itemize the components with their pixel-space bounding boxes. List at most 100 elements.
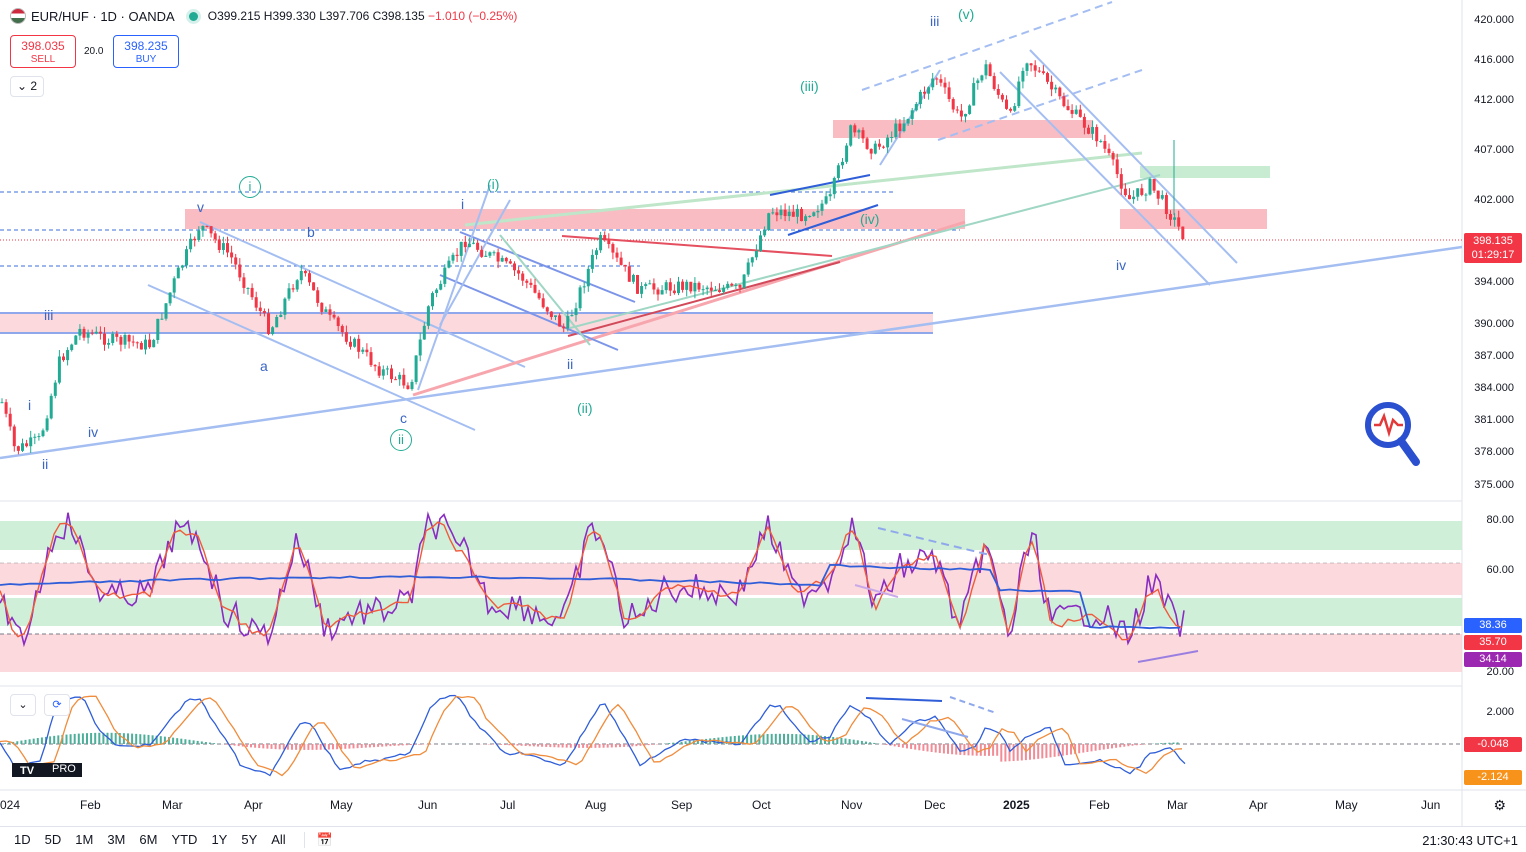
timeframe-button-1m[interactable]: 1M [75,832,93,847]
candle-body [132,342,135,343]
candle-body [271,327,274,334]
candle-body [111,334,114,343]
timeframe-button-5d[interactable]: 5D [45,832,62,847]
macd-refresh-button[interactable]: ⟳ [44,694,70,716]
long-term-trendline[interactable] [0,247,1462,458]
macd-bar [1103,744,1105,750]
macd-bar [184,739,186,744]
macd-bar [57,735,59,744]
wave-label[interactable]: i [239,176,261,198]
candle-body [9,414,12,427]
macd-signal-line[interactable] [0,696,1182,775]
candle-body [493,252,496,253]
macd-bar [94,733,96,744]
down-channel-lower[interactable] [1000,72,1210,285]
indicators-toggle-button[interactable]: ⌄ 2 [10,76,44,97]
macd-bar [266,744,268,749]
macd-bar [197,741,199,744]
wave-label[interactable]: (iii) [800,78,819,94]
timeframe-button-1d[interactable]: 1D [14,832,31,847]
channel-line-a[interactable] [148,285,475,430]
down-channel-upper[interactable] [1030,50,1237,263]
utc-clock[interactable]: 21:30:43 UTC+1 [1422,833,1518,848]
candle-body [370,352,373,365]
macd-bar [369,744,371,747]
wave-label[interactable]: a [260,358,268,374]
wave-label[interactable]: ii [42,456,48,472]
macd-bar [1082,744,1084,753]
candle-body [644,284,647,286]
red-resistance-line[interactable] [562,236,832,256]
timeframe-button-ytd[interactable]: YTD [171,832,197,847]
candle-body [505,258,508,261]
candlestick-series[interactable] [1,60,1185,454]
macd-bar [189,740,191,744]
macd-bar [357,744,359,748]
macd-divergence-line-2[interactable] [950,697,996,713]
sell-button[interactable]: 398.035 SELL [10,35,76,68]
upper-dashed-channel[interactable] [862,2,1112,90]
timeframe-button-6m[interactable]: 6M [139,832,157,847]
macd-bar [373,744,375,747]
candle-body [808,216,811,217]
teal-trendline[interactable] [570,175,1160,328]
support-zone-left[interactable] [0,312,933,334]
date-range-calendar-icon[interactable]: 📅 [304,832,333,848]
candle-body [833,178,836,194]
wave-label[interactable]: iii [930,13,939,29]
candle-body [206,226,209,227]
macd-bar [558,744,560,747]
wave-label[interactable]: i [28,397,31,413]
candle-body [251,288,254,297]
macd-bar [845,739,847,744]
wave-label[interactable]: v [197,199,204,215]
wave-label[interactable]: c [400,410,407,426]
chart-analysis-magnifier-icon[interactable] [1368,405,1416,462]
macd-bar [750,735,752,744]
macd-axis-2: 2.000 [1486,706,1514,718]
macd-bar [525,744,527,746]
rising-channel-lower[interactable] [880,70,940,165]
wave-label[interactable]: ii [390,429,412,451]
settings-gear-icon[interactable]: ⚙ [1493,797,1506,814]
macd-bar [1127,744,1129,746]
candle-body [156,319,159,340]
timeframe-button-all[interactable]: All [271,832,285,847]
timeframe-button-5y[interactable]: 5Y [241,832,257,847]
candle-body [935,79,938,80]
macd-line[interactable] [0,696,1185,776]
wave-label[interactable]: (v) [958,6,974,22]
wave-label[interactable]: i [461,196,464,212]
macd-bar [791,734,793,744]
timeframe-button-3m[interactable]: 3M [107,832,125,847]
price-chart[interactable] [0,0,1526,826]
green-zone-right[interactable] [1140,166,1270,178]
candle-body [443,268,446,284]
macd-bar [918,744,920,750]
chevron-down-icon: ⌄ [18,699,27,711]
candle-body [488,252,491,255]
candle-body [1116,159,1119,174]
wave-label[interactable]: iv [1116,257,1126,273]
buy-button[interactable]: 398.235 BUY [113,35,179,68]
timeframe-button-1y[interactable]: 1Y [211,832,227,847]
macd-collapse-button[interactable]: ⌄ [10,694,36,716]
candle-body [542,298,545,307]
candle-body [1087,128,1090,134]
macd-divergence-line[interactable] [866,698,942,701]
wave-label[interactable]: (iv) [860,211,879,227]
symbol-title[interactable]: EUR/HUF · 1D · OANDA [31,9,175,24]
candle-body [25,443,28,446]
wave-label[interactable]: b [307,224,315,240]
wave-label[interactable]: ii [567,356,573,372]
candle-body [312,282,315,290]
resistance-zone-top[interactable] [833,120,1093,138]
wave-label[interactable]: (ii) [577,400,593,416]
wave-label[interactable]: iv [88,424,98,440]
wave-label[interactable]: (i) [487,176,499,192]
candle-body [1009,109,1012,111]
candle-body [1149,179,1152,195]
candle-body [308,273,311,282]
macd-bar [545,744,547,747]
wave-label[interactable]: iii [44,307,53,323]
